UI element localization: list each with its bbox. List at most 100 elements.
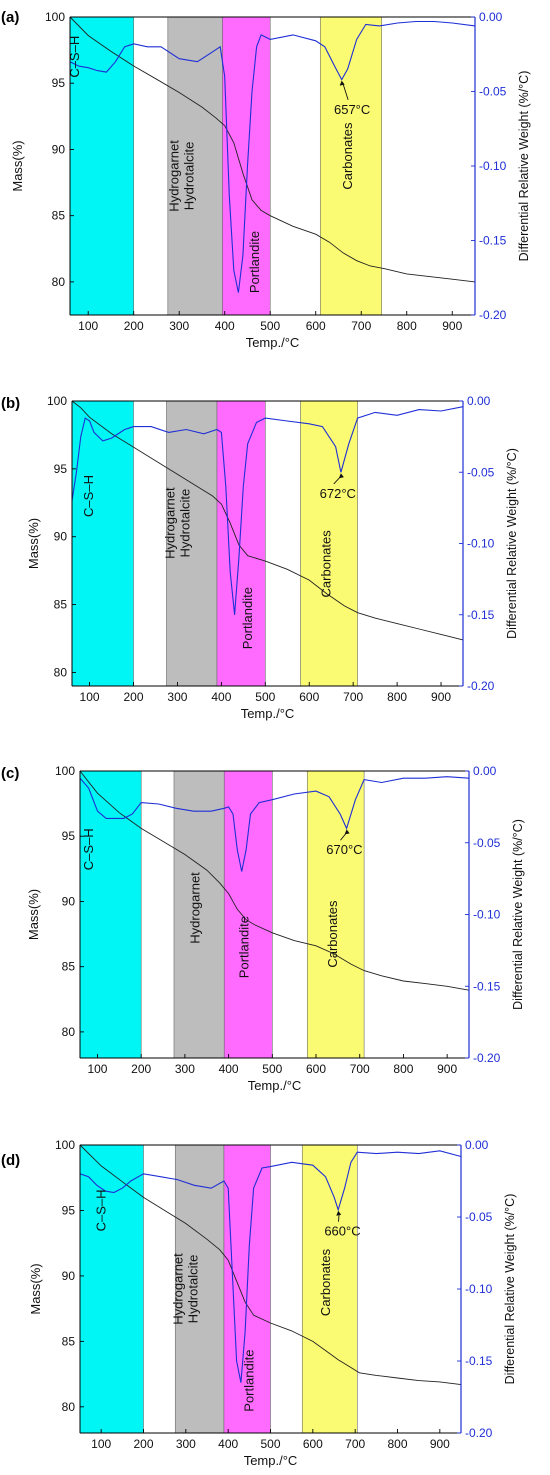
- annotation-arrow-head: [338, 473, 344, 479]
- x-axis-title: Temp./°C: [244, 1453, 298, 1468]
- y-left-tick-label: 95: [52, 76, 66, 90]
- band-label-3: Carbonates: [340, 122, 355, 190]
- x-tick-label: 900: [431, 690, 451, 704]
- band-2: [216, 400, 266, 687]
- x-tick-label: 600: [299, 690, 319, 704]
- y-left-tick-label: 100: [55, 1138, 75, 1152]
- band-1: [173, 770, 225, 1059]
- annotation-label: 672°C: [320, 486, 356, 501]
- x-tick-label: 500: [262, 1062, 282, 1076]
- panel-label: (b): [1, 395, 20, 412]
- y-right-axis-title: Differential Relative Weight (%/°C): [511, 819, 525, 1010]
- y-right-tick-label: -0.05: [465, 1210, 493, 1224]
- y-right-axis-title: Differential Relative Weight (%/°C): [517, 71, 531, 262]
- band-1: [174, 1144, 225, 1434]
- band-label-1: Hydrotalcite: [186, 1255, 201, 1324]
- band-3: [301, 1144, 358, 1434]
- y-left-tick-label: 80: [54, 665, 68, 679]
- y-left-tick-label: 90: [62, 894, 76, 908]
- y-left-tick-label: 100: [55, 764, 75, 778]
- x-tick-label: 800: [387, 1437, 407, 1451]
- band-label-1: Hydrogarnet: [187, 872, 202, 944]
- x-tick-label: 200: [131, 1062, 151, 1076]
- y-left-tick-label: 95: [62, 829, 76, 843]
- annotation-arrow-head: [344, 829, 350, 835]
- y-left-tick-label: 85: [62, 1334, 76, 1348]
- y-right-tick-label: -0.15: [465, 1354, 493, 1368]
- annotation-arrow-head: [339, 80, 345, 86]
- x-tick-label: 600: [303, 1437, 323, 1451]
- y-left-axis-title: Mass(%): [28, 1263, 43, 1314]
- mass-curve: [79, 770, 470, 991]
- x-tick-label: 700: [343, 690, 363, 704]
- x-tick-label: 500: [260, 319, 280, 333]
- annotation-label: 657°C: [334, 102, 370, 117]
- x-tick-label: 400: [215, 319, 235, 333]
- annotation-label: 660°C: [324, 1224, 360, 1239]
- x-tick-label: 300: [169, 319, 189, 333]
- chart-panel-c: C–S–H Hydrogarnet Portlandite Carbonates 670…: [1, 764, 525, 1093]
- dtg-curve: [71, 406, 464, 615]
- panel-label: (c): [1, 765, 19, 782]
- x-tick-label: 400: [219, 1062, 239, 1076]
- x-tick-label: 100: [87, 1062, 107, 1076]
- y-right-tick-label: 0.00: [473, 764, 497, 778]
- x-tick-label: 500: [255, 690, 275, 704]
- x-tick-label: 600: [306, 319, 326, 333]
- y-right-tick-label: -0.10: [479, 159, 507, 173]
- y-right-tick-label: -0.10: [467, 537, 495, 551]
- y-left-tick-label: 80: [62, 1400, 76, 1414]
- x-tick-label: 700: [350, 1062, 370, 1076]
- annotation-arrow-line: [342, 82, 349, 100]
- band-label-1: Hydrogarnet: [167, 140, 182, 212]
- panel-label: (a): [1, 9, 19, 26]
- band-label-2: Portlandite: [242, 1350, 257, 1412]
- dtg-curve: [69, 20, 476, 293]
- mass-curve: [79, 1144, 462, 1386]
- y-left-tick-label: 85: [52, 209, 66, 223]
- dtg-curve: [79, 776, 470, 872]
- band-label-2: Portlandite: [236, 916, 251, 978]
- x-tick-label: 900: [442, 319, 462, 333]
- y-right-tick-label: -0.20: [467, 679, 495, 693]
- y-left-tick-label: 85: [54, 598, 68, 612]
- band-label-3: Carbonates: [325, 900, 340, 968]
- y-right-tick-label: -0.05: [467, 465, 495, 479]
- y-left-tick-label: 95: [62, 1203, 76, 1217]
- y-left-tick-label: 95: [54, 462, 68, 476]
- band-label-0: C–S–H: [67, 36, 82, 78]
- y-left-tick-label: 80: [62, 1025, 76, 1039]
- dtg-curve: [79, 1150, 462, 1383]
- y-right-tick-label: -0.15: [473, 979, 501, 993]
- band-label-1: Hydrotalcite: [182, 142, 197, 211]
- y-left-axis-title: Mass(%): [26, 889, 41, 940]
- band-0: [79, 1144, 144, 1434]
- x-tick-label: 400: [218, 1437, 238, 1451]
- band-2: [223, 770, 273, 1059]
- x-tick-label: 300: [176, 1437, 196, 1451]
- y-left-tick-label: 90: [62, 1269, 76, 1283]
- y-right-tick-label: 0.00: [465, 1138, 489, 1152]
- y-right-tick-label: -0.05: [479, 85, 507, 99]
- annotation-label: 670°C: [326, 842, 362, 857]
- x-tick-label: 100: [78, 319, 98, 333]
- chart-panel-a: C–S–H Hydrogarnet Hydrotalcite Portlandite C…: [1, 9, 531, 350]
- y-right-tick-label: 0.00: [467, 394, 491, 408]
- x-tick-label: 100: [80, 690, 100, 704]
- x-tick-label: 800: [393, 1062, 413, 1076]
- band-0: [71, 400, 134, 687]
- x-tick-label: 700: [345, 1437, 365, 1451]
- band-label-2: Portlandite: [247, 231, 262, 293]
- band-label-0: C–S–H: [93, 1189, 108, 1231]
- band-label-1: Hydrogarnet: [162, 487, 177, 559]
- y-right-tick-label: -0.05: [473, 836, 501, 850]
- panel-label: (d): [1, 1152, 20, 1169]
- x-tick-label: 900: [430, 1437, 450, 1451]
- x-axis-title: Temp./°C: [248, 1078, 302, 1093]
- x-tick-label: 200: [133, 1437, 153, 1451]
- x-tick-label: 300: [167, 690, 187, 704]
- x-tick-label: 300: [175, 1062, 195, 1076]
- y-right-tick-label: -0.10: [465, 1282, 493, 1296]
- y-left-tick-label: 90: [52, 142, 66, 156]
